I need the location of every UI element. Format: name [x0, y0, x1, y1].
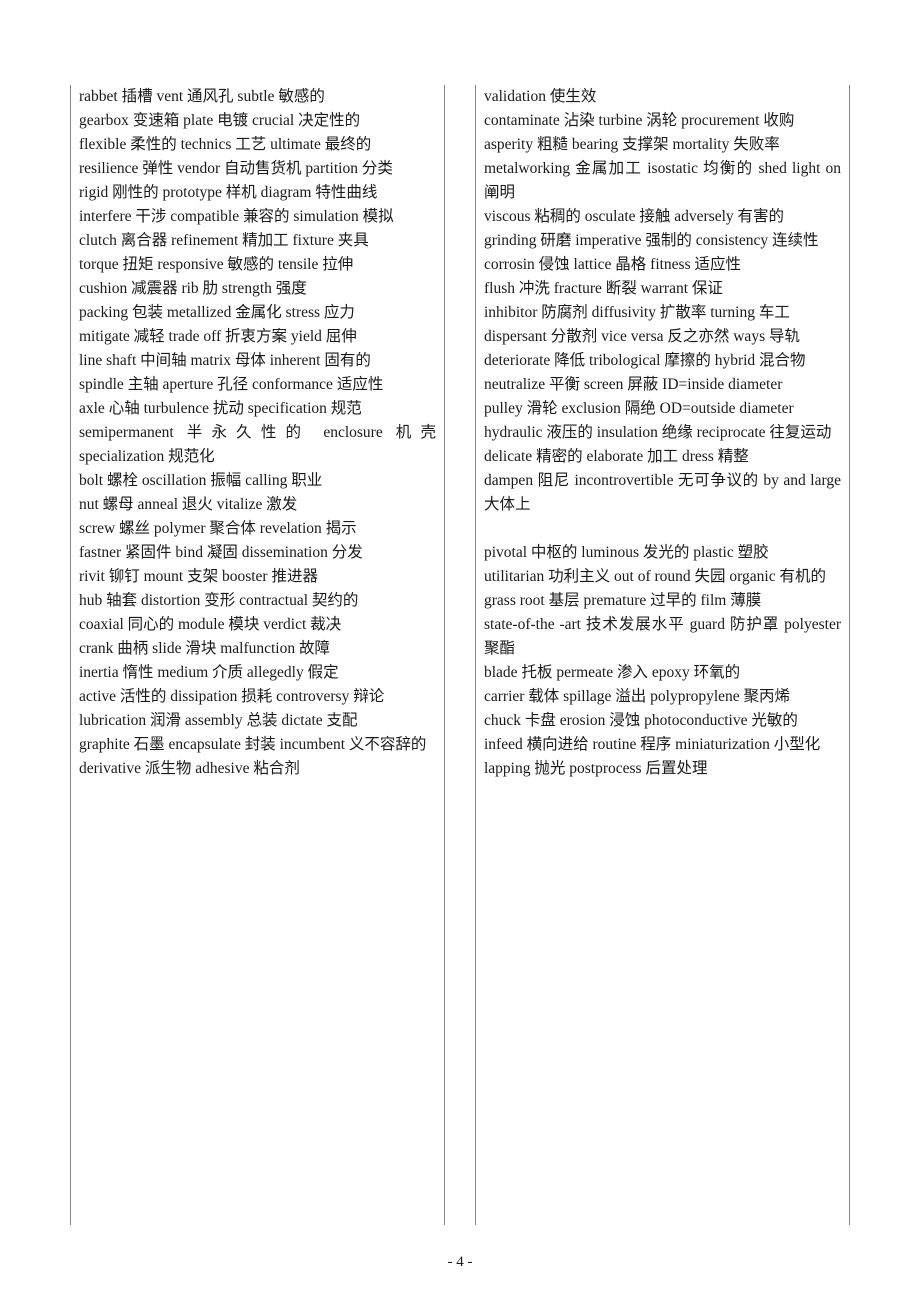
vocab-entry: hydraulic 液压的 insulation 绝缘 reciprocate …	[484, 421, 841, 445]
vocab-entry: flush 冲洗 fracture 断裂 warrant 保证	[484, 277, 841, 301]
vocab-entry: bolt 螺栓 oscillation 振幅 calling 职业	[79, 469, 436, 493]
vocab-entry: mitigate 减轻 trade off 折衷方案 yield 屈伸	[79, 325, 436, 349]
column-left: rabbet 插槽 vent 通风孔 subtle 敏感的 gearbox 变速…	[70, 85, 445, 1225]
vocab-entry: utilitarian 功利主义 out of round 失园 organic…	[484, 565, 841, 589]
vocab-entry: lubrication 润滑 assembly 总装 dictate 支配	[79, 709, 436, 733]
vocab-entry: resilience 弹性 vendor 自动售货机 partition 分类	[79, 157, 436, 181]
vocab-entry: grass root 基层 premature 过早的 film 薄膜	[484, 589, 841, 613]
vocab-entry: pivotal 中枢的 luminous 发光的 plastic 塑胶	[484, 541, 841, 565]
vocab-entry: hub 轴套 distortion 变形 contractual 契约的	[79, 589, 436, 613]
vocab-entry: screw 螺丝 polymer 聚合体 revelation 揭示	[79, 517, 436, 541]
vocab-entry: grinding 研磨 imperative 强制的 consistency 连…	[484, 229, 841, 253]
vocab-entry: line shaft 中间轴 matrix 母体 inherent 固有的	[79, 349, 436, 373]
columns-wrapper: rabbet 插槽 vent 通风孔 subtle 敏感的 gearbox 变速…	[70, 85, 850, 1225]
vocab-entry: asperity 粗糙 bearing 支撑架 mortality 失败率	[484, 133, 841, 157]
vocab-entry: chuck 卡盘 erosion 浸蚀 photoconductive 光敏的	[484, 709, 841, 733]
vocab-entry: packing 包装 metallized 金属化 stress 应力	[79, 301, 436, 325]
vocab-entry: active 活性的 dissipation 损耗 controversy 辩论	[79, 685, 436, 709]
vocab-entry: cushion 减震器 rib 肋 strength 强度	[79, 277, 436, 301]
vocab-entry: semipermanent 半永久性的 enclosure 机壳 special…	[79, 421, 436, 469]
vocab-entry: torque 扭矩 responsive 敏感的 tensile 拉伸	[79, 253, 436, 277]
vocab-entry: inertia 惰性 medium 介质 allegedly 假定	[79, 661, 436, 685]
vocab-entry: rigid 刚性的 prototype 样机 diagram 特性曲线	[79, 181, 436, 205]
vocab-entry: blade 托板 permeate 渗入 epoxy 环氧的	[484, 661, 841, 685]
vocab-entry: gearbox 变速箱 plate 电镀 crucial 决定性的	[79, 109, 436, 133]
vocab-entry: fastner 紧固件 bind 凝固 dissemination 分发	[79, 541, 436, 565]
vocab-entry: pulley 滑轮 exclusion 隔绝 OD=outside diamet…	[484, 397, 841, 421]
vocab-entry: spindle 主轴 aperture 孔径 conformance 适应性	[79, 373, 436, 397]
column-right: validation 使生效 contaminate 沾染 turbine 涡轮…	[475, 85, 850, 1225]
vocab-entry: deteriorate 降低 tribological 摩擦的 hybrid 混…	[484, 349, 841, 373]
vocab-entry: metalworking 金属加工 isostatic 均衡的 shed lig…	[484, 157, 841, 205]
vocab-entry: interfere 干涉 compatible 兼容的 simulation 模…	[79, 205, 436, 229]
vocab-entry: inhibitor 防腐剂 diffusivity 扩散率 turning 车工	[484, 301, 841, 325]
vocab-entry: rivit 铆钉 mount 支架 booster 推进器	[79, 565, 436, 589]
vocab-entry: carrier 载体 spillage 溢出 polypropylene 聚丙烯	[484, 685, 841, 709]
vocab-entry: crank 曲柄 slide 滑块 malfunction 故障	[79, 637, 436, 661]
vocab-entry: nut 螺母 anneal 退火 vitalize 激发	[79, 493, 436, 517]
vocab-entry: graphite 石墨 encapsulate 封装 incumbent 义不容…	[79, 733, 436, 757]
page-number: - 4 -	[0, 1254, 920, 1271]
vocab-entry: corrosin 侵蚀 lattice 晶格 fitness 适应性	[484, 253, 841, 277]
page-container: rabbet 插槽 vent 通风孔 subtle 敏感的 gearbox 变速…	[0, 0, 920, 1301]
vocab-entry: rabbet 插槽 vent 通风孔 subtle 敏感的	[79, 85, 436, 109]
vocab-entry: delicate 精密的 elaborate 加工 dress 精整	[484, 445, 841, 469]
vocab-entry: dampen 阻尼 incontrovertible 无可争议的 by and …	[484, 469, 841, 517]
vocab-entry: flexible 柔性的 technics 工艺 ultimate 最终的	[79, 133, 436, 157]
vocab-entry: validation 使生效	[484, 85, 841, 109]
vocab-entry: coaxial 同心的 module 模块 verdict 裁决	[79, 613, 436, 637]
vocab-entry: infeed 横向进给 routine 程序 miniaturization 小…	[484, 733, 841, 757]
vocab-entry: state-of-the -art 技术发展水平 guard 防护罩 polye…	[484, 613, 841, 661]
vocab-entry: lapping 抛光 postprocess 后置处理	[484, 757, 841, 781]
vocab-entry: clutch 离合器 refinement 精加工 fixture 夹具	[79, 229, 436, 253]
paragraph-gap	[484, 517, 841, 541]
vocab-entry: neutralize 平衡 screen 屏蔽 ID=inside diamet…	[484, 373, 841, 397]
vocab-entry: viscous 粘稠的 osculate 接触 adversely 有害的	[484, 205, 841, 229]
vocab-entry: dispersant 分散剂 vice versa 反之亦然 ways 导轨	[484, 325, 841, 349]
vocab-entry: derivative 派生物 adhesive 粘合剂	[79, 757, 436, 781]
vocab-entry: contaminate 沾染 turbine 涡轮 procurement 收购	[484, 109, 841, 133]
vocab-entry: axle 心轴 turbulence 扰动 specification 规范	[79, 397, 436, 421]
